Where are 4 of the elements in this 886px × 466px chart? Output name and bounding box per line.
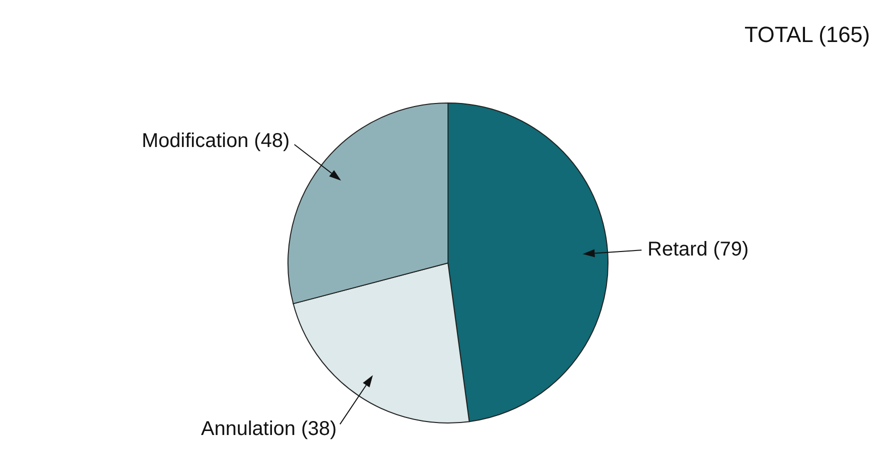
slice-label: Annulation (38) <box>201 418 337 440</box>
slice-label: Modification (48) <box>142 130 290 152</box>
slice-label: Retard (79) <box>648 238 749 261</box>
text: TOTAL (165) <box>744 22 870 48</box>
